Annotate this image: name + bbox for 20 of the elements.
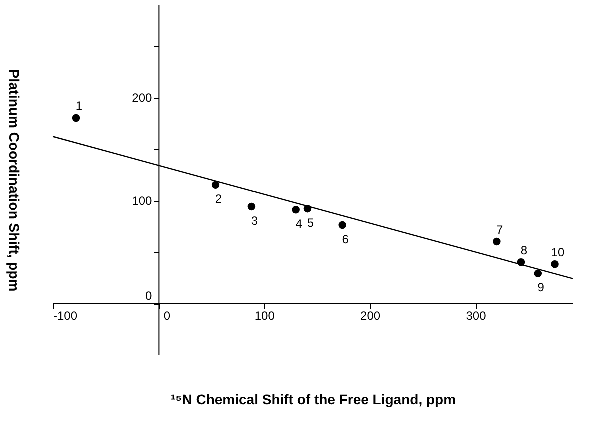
annotation: 3 (251, 214, 258, 228)
x-tick-label: -100 (54, 309, 78, 324)
x-axis-title: ¹⁵N Chemical Shift of the Free Ligand, ppm (170, 392, 456, 408)
annotation: 4 (296, 216, 303, 231)
annotation: 7 (496, 222, 504, 237)
y-tick-label: 0 (146, 289, 153, 304)
annotation: 2 (215, 192, 222, 206)
annotation: 10 (551, 245, 566, 260)
y-axis-title: Platinum Coordination Shift, ppm (6, 69, 22, 292)
annotation: 8 (520, 243, 528, 258)
annotation: 5 (307, 216, 314, 230)
x-tick-label: 300 (466, 309, 487, 324)
x-tick-label: 200 (360, 309, 381, 324)
annotation: 9 (538, 280, 545, 295)
y-tick-label: 200 (132, 91, 153, 106)
annotation: 1 (76, 99, 83, 114)
x-tick-label: 0 (164, 309, 171, 324)
x-tick-label: 100 (254, 309, 276, 324)
annotation: 6 (342, 232, 350, 246)
y-tick-label: 100 (132, 194, 153, 208)
